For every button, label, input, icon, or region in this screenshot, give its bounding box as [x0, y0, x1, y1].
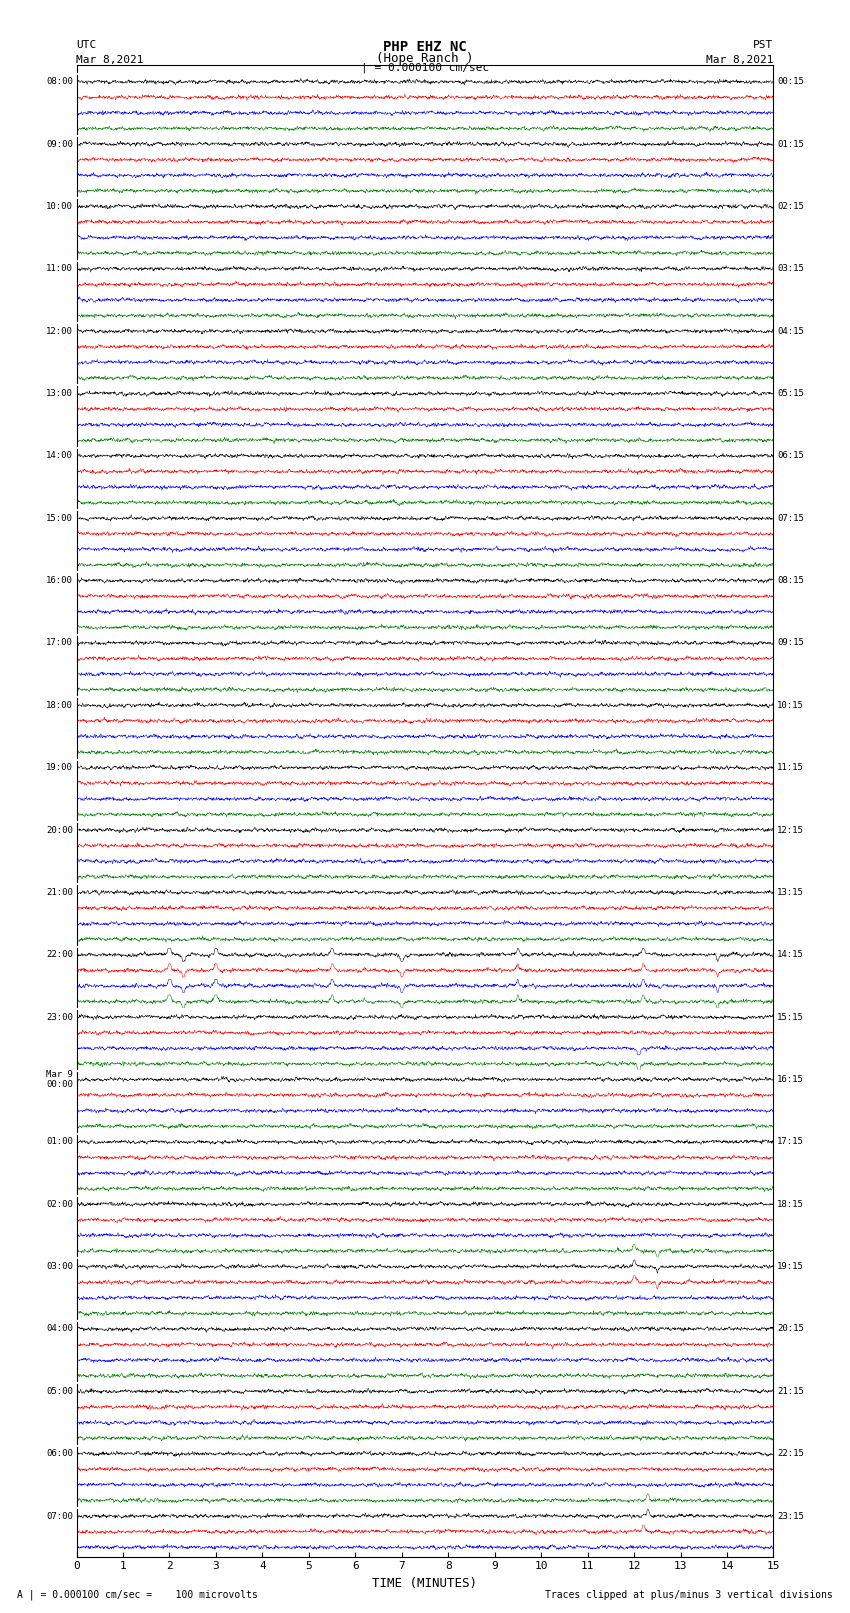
- Text: 03:15: 03:15: [777, 265, 804, 273]
- Text: 10:00: 10:00: [46, 202, 73, 211]
- Text: 17:00: 17:00: [46, 639, 73, 647]
- Text: 14:00: 14:00: [46, 452, 73, 460]
- Text: 02:15: 02:15: [777, 202, 804, 211]
- Text: 16:15: 16:15: [777, 1074, 804, 1084]
- Text: PST: PST: [753, 40, 774, 50]
- Text: 10:15: 10:15: [777, 700, 804, 710]
- Text: 00:15: 00:15: [777, 77, 804, 85]
- Text: 05:00: 05:00: [46, 1387, 73, 1395]
- Text: 13:15: 13:15: [777, 887, 804, 897]
- Text: 23:00: 23:00: [46, 1013, 73, 1021]
- Text: 19:00: 19:00: [46, 763, 73, 773]
- Text: Mar 9
00:00: Mar 9 00:00: [46, 1069, 73, 1089]
- Text: 21:15: 21:15: [777, 1387, 804, 1395]
- Text: 16:00: 16:00: [46, 576, 73, 586]
- Text: 06:00: 06:00: [46, 1448, 73, 1458]
- Text: 23:15: 23:15: [777, 1511, 804, 1521]
- Text: 15:15: 15:15: [777, 1013, 804, 1021]
- Text: 14:15: 14:15: [777, 950, 804, 960]
- Text: 09:15: 09:15: [777, 639, 804, 647]
- Text: Mar 8,2021: Mar 8,2021: [76, 55, 144, 65]
- Text: 07:00: 07:00: [46, 1511, 73, 1521]
- Text: 21:00: 21:00: [46, 887, 73, 897]
- Text: (Hope Ranch ): (Hope Ranch ): [377, 52, 473, 65]
- Text: | = 0.000100 cm/sec: | = 0.000100 cm/sec: [361, 63, 489, 74]
- Text: 11:00: 11:00: [46, 265, 73, 273]
- Text: 01:15: 01:15: [777, 140, 804, 148]
- Text: UTC: UTC: [76, 40, 97, 50]
- Text: 17:15: 17:15: [777, 1137, 804, 1147]
- Text: 11:15: 11:15: [777, 763, 804, 773]
- Text: Traces clipped at plus/minus 3 vertical divisions: Traces clipped at plus/minus 3 vertical …: [545, 1590, 833, 1600]
- Text: 04:00: 04:00: [46, 1324, 73, 1334]
- Text: 20:15: 20:15: [777, 1324, 804, 1334]
- Text: 18:00: 18:00: [46, 700, 73, 710]
- Text: PHP EHZ NC: PHP EHZ NC: [383, 40, 467, 55]
- Text: 03:00: 03:00: [46, 1261, 73, 1271]
- Text: 09:00: 09:00: [46, 140, 73, 148]
- Text: 13:00: 13:00: [46, 389, 73, 398]
- Text: 06:15: 06:15: [777, 452, 804, 460]
- Text: 12:15: 12:15: [777, 826, 804, 834]
- Text: 08:00: 08:00: [46, 77, 73, 85]
- Text: 08:15: 08:15: [777, 576, 804, 586]
- Text: 12:00: 12:00: [46, 326, 73, 336]
- Text: 22:15: 22:15: [777, 1448, 804, 1458]
- Text: 22:00: 22:00: [46, 950, 73, 960]
- Text: 01:00: 01:00: [46, 1137, 73, 1147]
- Text: Mar 8,2021: Mar 8,2021: [706, 55, 774, 65]
- Text: 07:15: 07:15: [777, 513, 804, 523]
- Text: 04:15: 04:15: [777, 326, 804, 336]
- Text: A | = 0.000100 cm/sec =    100 microvolts: A | = 0.000100 cm/sec = 100 microvolts: [17, 1589, 258, 1600]
- Text: 05:15: 05:15: [777, 389, 804, 398]
- X-axis label: TIME (MINUTES): TIME (MINUTES): [372, 1578, 478, 1590]
- Text: 19:15: 19:15: [777, 1261, 804, 1271]
- Text: 20:00: 20:00: [46, 826, 73, 834]
- Text: 18:15: 18:15: [777, 1200, 804, 1208]
- Text: 15:00: 15:00: [46, 513, 73, 523]
- Text: 02:00: 02:00: [46, 1200, 73, 1208]
